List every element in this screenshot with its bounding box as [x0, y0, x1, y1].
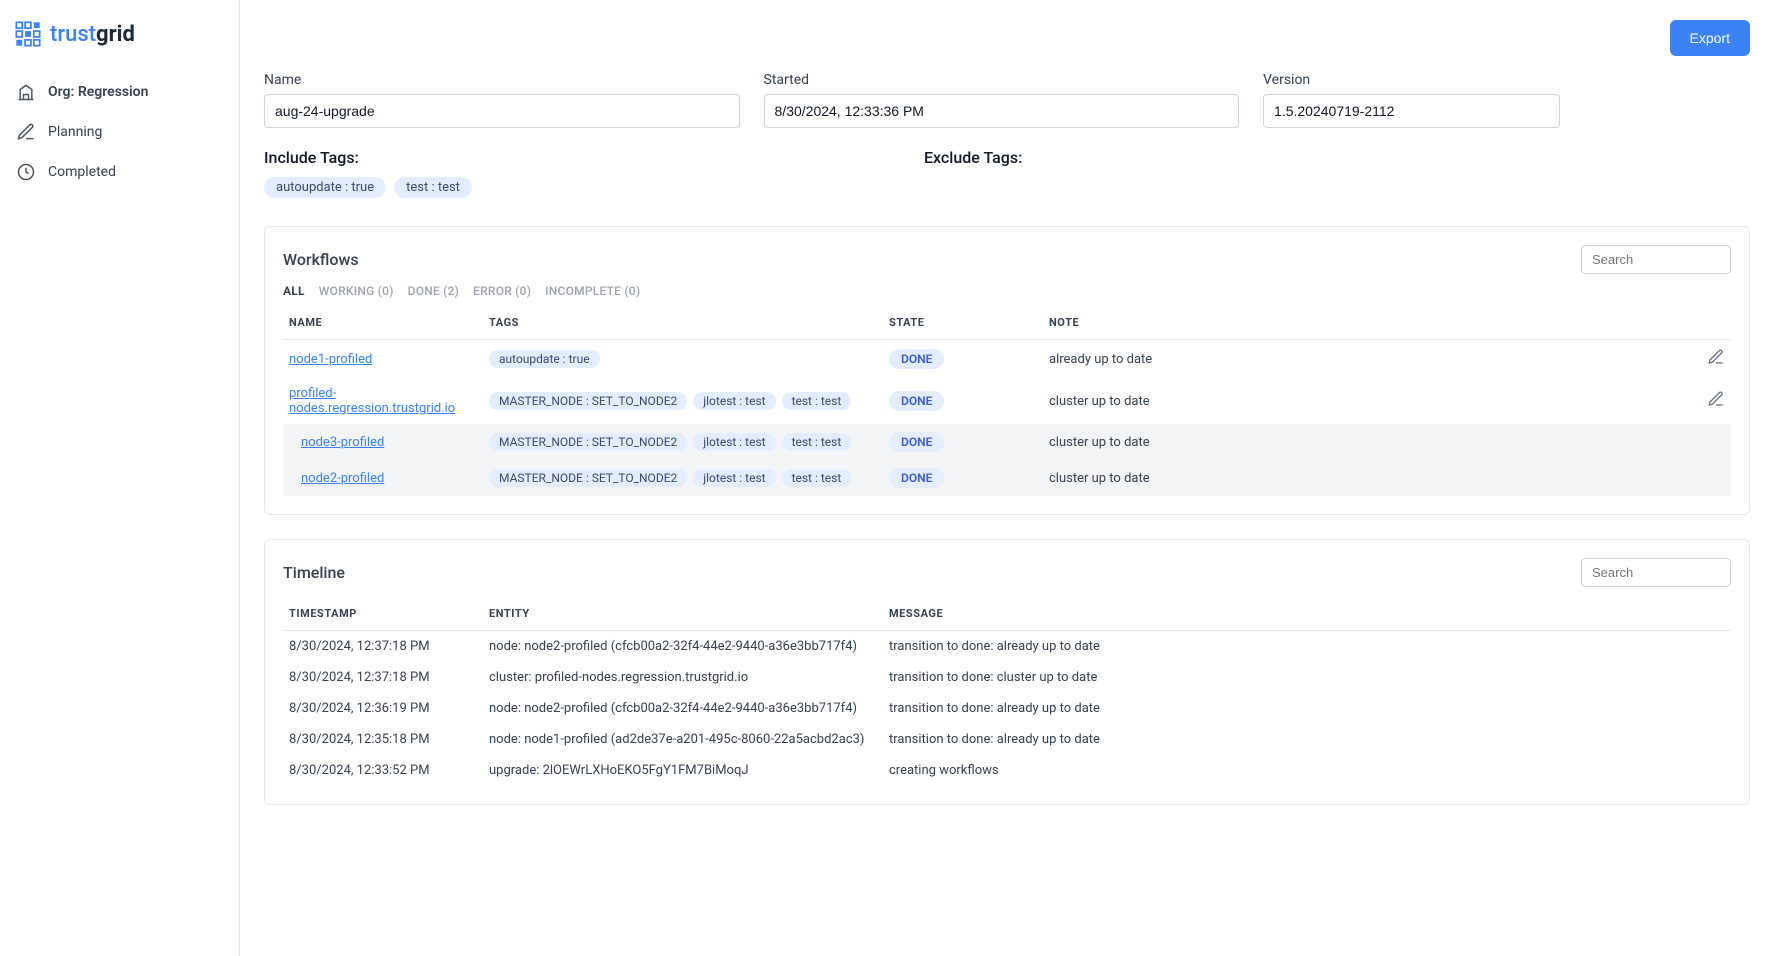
brand-logo[interactable]: trustgrid	[0, 16, 239, 72]
filter-error[interactable]: ERROR (0)	[473, 284, 531, 298]
tag-pill: jlotest : test	[693, 392, 775, 410]
timeline-message: transition to done: already up to date	[883, 693, 1731, 724]
name-label: Name	[264, 72, 740, 88]
state-badge: DONE	[889, 432, 944, 452]
include-tag-pill: test : test	[394, 177, 472, 198]
workflow-note: cluster up to date	[1043, 460, 1691, 496]
state-badge: DONE	[889, 349, 944, 369]
tag-pill: MASTER_NODE : SET_TO_NODE2	[489, 433, 687, 451]
tag-pill: MASTER_NODE : SET_TO_NODE2	[489, 469, 687, 487]
workflow-name-link[interactable]: node1-profiled	[289, 352, 372, 367]
name-input[interactable]	[264, 94, 740, 128]
wf-header-note: NOTE	[1043, 306, 1691, 340]
sidebar: trustgrid Org: Regression Planning	[0, 0, 240, 956]
tag-pill: jlotest : test	[693, 433, 775, 451]
filter-done[interactable]: DONE (2)	[408, 284, 459, 298]
filter-incomplete[interactable]: INCOMPLETE (0)	[545, 284, 640, 298]
timeline-entity: cluster: profiled-nodes.regression.trust…	[483, 662, 883, 693]
completed-icon	[16, 162, 36, 182]
table-row: profiled-nodes.regression.trustgrid.io MA…	[283, 378, 1731, 424]
workflow-name-link[interactable]: node2-profiled	[301, 471, 384, 486]
export-button[interactable]: Export	[1670, 20, 1750, 56]
sidebar-item-planning[interactable]: Planning	[0, 112, 239, 152]
timeline-timestamp: 8/30/2024, 12:37:18 PM	[283, 662, 483, 693]
timeline-search[interactable]	[1581, 558, 1731, 587]
sidebar-org-label: Org: Regression	[48, 84, 148, 100]
timeline-timestamp: 8/30/2024, 12:33:52 PM	[283, 755, 483, 786]
started-input[interactable]	[764, 94, 1240, 128]
timeline-entity: node: node2-profiled (cfcb00a2-32f4-44e2…	[483, 693, 883, 724]
workflow-note: cluster up to date	[1043, 424, 1691, 460]
sidebar-item-org[interactable]: Org: Regression	[0, 72, 239, 112]
workflow-name-link[interactable]: node3-profiled	[301, 435, 384, 450]
timeline-panel: Timeline TIMESTAMP ENTITY MESSAGE 8/30/2…	[264, 539, 1750, 805]
started-label: Started	[764, 72, 1240, 88]
tl-header-entity: ENTITY	[483, 597, 883, 631]
timeline-message: creating workflows	[883, 755, 1731, 786]
tag-pill: autoupdate : true	[489, 350, 600, 368]
table-row: node1-profiled autoupdate : true DONE alrea…	[283, 340, 1731, 379]
state-badge: DONE	[889, 391, 944, 411]
timeline-message: transition to done: cluster up to date	[883, 662, 1731, 693]
workflows-panel: Workflows ALL WORKING (0) DONE (2) ERROR…	[264, 226, 1750, 515]
workflow-name-link[interactable]: profiled-nodes.regression.trustgrid.io	[289, 386, 455, 416]
workflows-table: NAME TAGS STATE NOTE node1-profiled autou…	[283, 306, 1731, 496]
timeline-timestamp: 8/30/2024, 12:35:18 PM	[283, 724, 483, 755]
table-row: node2-profiled MASTER_NODE : SET_TO_NODE2…	[283, 460, 1731, 496]
filter-all[interactable]: ALL	[283, 284, 305, 298]
timeline-timestamp: 8/30/2024, 12:36:19 PM	[283, 693, 483, 724]
sidebar-planning-label: Planning	[48, 124, 102, 140]
timeline-entity: node: node2-profiled (cfcb00a2-32f4-44e2…	[483, 631, 883, 663]
table-row: node3-profiled MASTER_NODE : SET_TO_NODE2…	[283, 424, 1731, 460]
table-row: 8/30/2024, 12:37:18 PMcluster: profiled-…	[283, 662, 1731, 693]
include-tags-title: Include Tags:	[264, 148, 844, 167]
brand-text-1: trust	[50, 22, 96, 47]
main-content: Export Name Started Version Include Tags…	[240, 0, 1774, 956]
sidebar-item-completed[interactable]: Completed	[0, 152, 239, 192]
wf-header-state: STATE	[883, 306, 1043, 340]
filter-working[interactable]: WORKING (0)	[319, 284, 394, 298]
brand-text-2: grid	[96, 22, 135, 47]
wf-header-name: NAME	[283, 306, 483, 340]
timeline-message: transition to done: already up to date	[883, 724, 1731, 755]
workflows-search[interactable]	[1581, 245, 1731, 274]
tag-pill: test : test	[782, 392, 852, 410]
state-badge: DONE	[889, 468, 944, 488]
version-input[interactable]	[1263, 94, 1560, 128]
exclude-tags-title: Exclude Tags:	[924, 148, 1022, 167]
org-icon	[16, 82, 36, 102]
include-tag-pill: autoupdate : true	[264, 177, 386, 198]
edit-icon[interactable]	[1707, 348, 1725, 366]
planning-icon	[16, 122, 36, 142]
timeline-entity: node: node1-profiled (ad2de37e-a201-495c…	[483, 724, 883, 755]
sidebar-completed-label: Completed	[48, 164, 116, 180]
tag-pill: test : test	[782, 433, 852, 451]
table-row: 8/30/2024, 12:33:52 PMupgrade: 2lOEWrLXH…	[283, 755, 1731, 786]
tag-pill: jlotest : test	[693, 469, 775, 487]
tag-pill: test : test	[782, 469, 852, 487]
table-row: 8/30/2024, 12:36:19 PMnode: node2-profil…	[283, 693, 1731, 724]
wf-header-tags: TAGS	[483, 306, 883, 340]
table-row: 8/30/2024, 12:35:18 PMnode: node1-profil…	[283, 724, 1731, 755]
timeline-timestamp: 8/30/2024, 12:37:18 PM	[283, 631, 483, 663]
edit-icon[interactable]	[1707, 390, 1725, 408]
timeline-message: transition to done: already up to date	[883, 631, 1731, 663]
tl-header-message: MESSAGE	[883, 597, 1731, 631]
workflows-title: Workflows	[283, 250, 359, 269]
table-row: 8/30/2024, 12:37:18 PMnode: node2-profil…	[283, 631, 1731, 663]
version-label: Version	[1263, 72, 1560, 88]
tl-header-ts: TIMESTAMP	[283, 597, 483, 631]
include-tags-pills: autoupdate : true test : test	[264, 177, 844, 198]
workflow-note: already up to date	[1043, 340, 1691, 379]
timeline-entity: upgrade: 2lOEWrLXHoEKO5FgY1FM7BiMoqJ	[483, 755, 883, 786]
timeline-table: TIMESTAMP ENTITY MESSAGE 8/30/2024, 12:3…	[283, 597, 1731, 786]
tag-pill: MASTER_NODE : SET_TO_NODE2	[489, 392, 687, 410]
timeline-title: Timeline	[283, 563, 345, 582]
brand-icon	[14, 20, 42, 48]
workflow-note: cluster up to date	[1043, 378, 1691, 424]
